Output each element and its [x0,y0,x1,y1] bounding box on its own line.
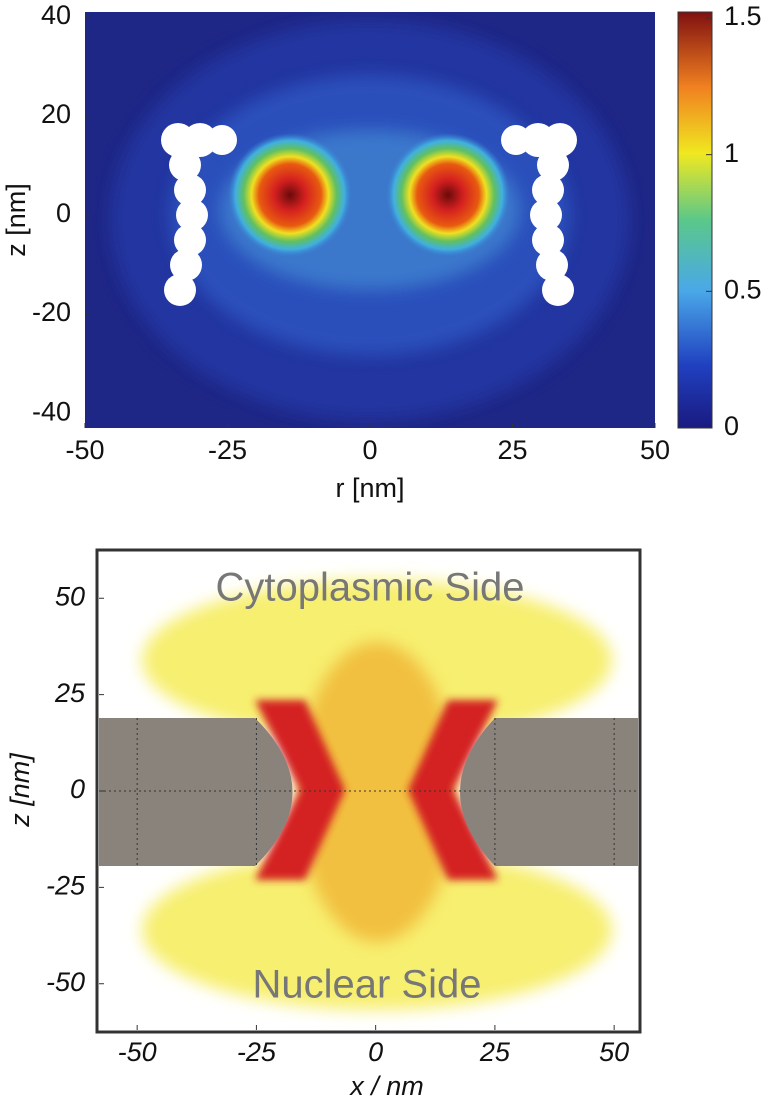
x-tick-label: 50 [640,435,670,465]
x-tick-label: 0 [362,435,377,465]
x-tick-label: 0 [368,1037,383,1067]
x-tick-label: 25 [479,1037,511,1067]
annotation: Cytoplasmic Side [215,566,524,610]
y-tick-label: 25 [54,678,86,708]
x-tick-label: -25 [237,1037,277,1067]
y-tick-label: 0 [56,198,71,228]
y-axis-label: z [nm] [1,183,31,257]
colorbar-tick-label: 0 [724,411,739,441]
x-axis-label: x / nm [348,1071,424,1101]
y-tick-label: 40 [41,0,71,30]
x-tick-label: 50 [599,1037,629,1067]
annotation: Nuclear Side [252,963,481,1007]
x-tick-label: -50 [118,1037,157,1067]
y-tick-label: 50 [55,581,85,611]
x-tick-label: -25 [208,435,247,465]
y-tick-label: -50 [46,967,85,997]
y-tick-label: -40 [32,396,71,426]
y-tick-label: 20 [41,99,71,129]
x-axis-label: r [nm] [335,473,404,503]
colorbar-tick-label: 0.5 [724,274,762,304]
x-tick-label: 25 [497,435,527,465]
colorbar-tick-label: 1.5 [724,1,762,31]
y-axis-label: z [nm] [5,752,35,828]
y-tick-label: 0 [70,774,85,804]
x-tick-label: -50 [65,435,104,465]
y-tick-label: -25 [46,870,86,900]
density-map [85,12,655,428]
y-tick-label: -20 [32,297,71,327]
density-map [99,580,638,1010]
colorbar-tick-label: 1 [724,138,739,168]
colorbar [677,11,713,429]
